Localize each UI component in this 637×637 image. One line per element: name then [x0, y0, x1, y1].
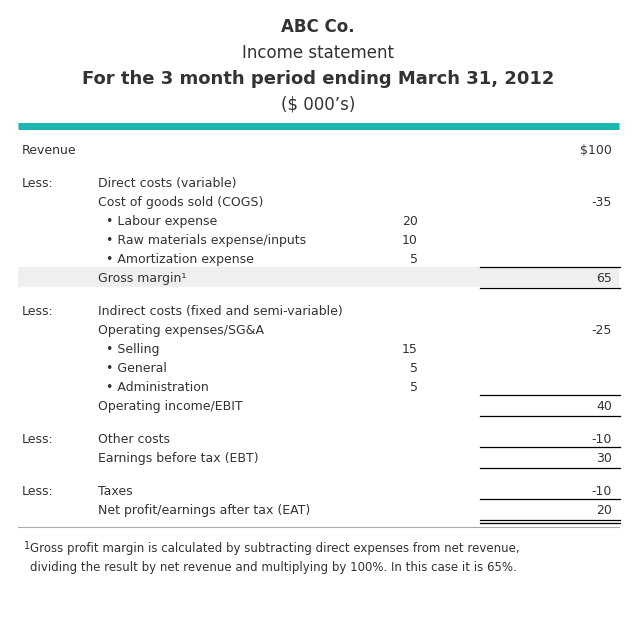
Text: • Raw materials expense/inputs: • Raw materials expense/inputs [98, 234, 306, 247]
Text: Less:: Less: [22, 176, 54, 190]
Text: • Amortization expense: • Amortization expense [98, 253, 254, 266]
Text: 10: 10 [402, 234, 418, 247]
Text: Direct costs (variable): Direct costs (variable) [98, 176, 236, 190]
Text: 20: 20 [402, 215, 418, 227]
Text: 5: 5 [410, 381, 418, 394]
Text: -35: -35 [592, 196, 612, 209]
Text: Operating expenses/SG&A: Operating expenses/SG&A [98, 324, 264, 337]
Text: 65: 65 [596, 271, 612, 285]
Text: Income statement: Income statement [242, 44, 394, 62]
Text: ($ 000’s): ($ 000’s) [281, 96, 355, 114]
Text: 40: 40 [596, 399, 612, 413]
Text: 5: 5 [410, 362, 418, 375]
Text: Taxes: Taxes [98, 485, 132, 497]
Text: Less:: Less: [22, 485, 54, 497]
Text: 1: 1 [24, 541, 30, 551]
Text: 30: 30 [596, 452, 612, 464]
Text: -10: -10 [592, 485, 612, 497]
Text: Net profit/earnings after tax (EAT): Net profit/earnings after tax (EAT) [98, 504, 310, 517]
Text: Less:: Less: [22, 304, 54, 318]
Text: • Labour expense: • Labour expense [98, 215, 217, 227]
Text: 15: 15 [402, 343, 418, 355]
Text: • General: • General [98, 362, 167, 375]
Text: Operating income/EBIT: Operating income/EBIT [98, 399, 243, 413]
Text: $100: $100 [580, 144, 612, 157]
Text: • Administration: • Administration [98, 381, 209, 394]
Text: 20: 20 [596, 504, 612, 517]
Text: Revenue: Revenue [22, 144, 76, 157]
Text: Gross profit margin is calculated by subtracting direct expenses from net revenu: Gross profit margin is calculated by sub… [30, 542, 520, 573]
Text: For the 3 month period ending March 31, 2012: For the 3 month period ending March 31, … [82, 70, 554, 88]
Text: 5: 5 [410, 253, 418, 266]
Text: Indirect costs (fixed and semi-variable): Indirect costs (fixed and semi-variable) [98, 304, 343, 318]
Text: Less:: Less: [22, 433, 54, 446]
Text: Cost of goods sold (COGS): Cost of goods sold (COGS) [98, 196, 263, 209]
Text: Earnings before tax (EBT): Earnings before tax (EBT) [98, 452, 259, 464]
Text: Other costs: Other costs [98, 433, 170, 446]
Text: -10: -10 [592, 433, 612, 446]
Text: • Selling: • Selling [98, 343, 159, 355]
Text: ABC Co.: ABC Co. [281, 18, 355, 36]
Bar [18, 267, 619, 287]
Text: -25: -25 [592, 324, 612, 337]
Text: Gross margin¹: Gross margin¹ [98, 271, 187, 285]
